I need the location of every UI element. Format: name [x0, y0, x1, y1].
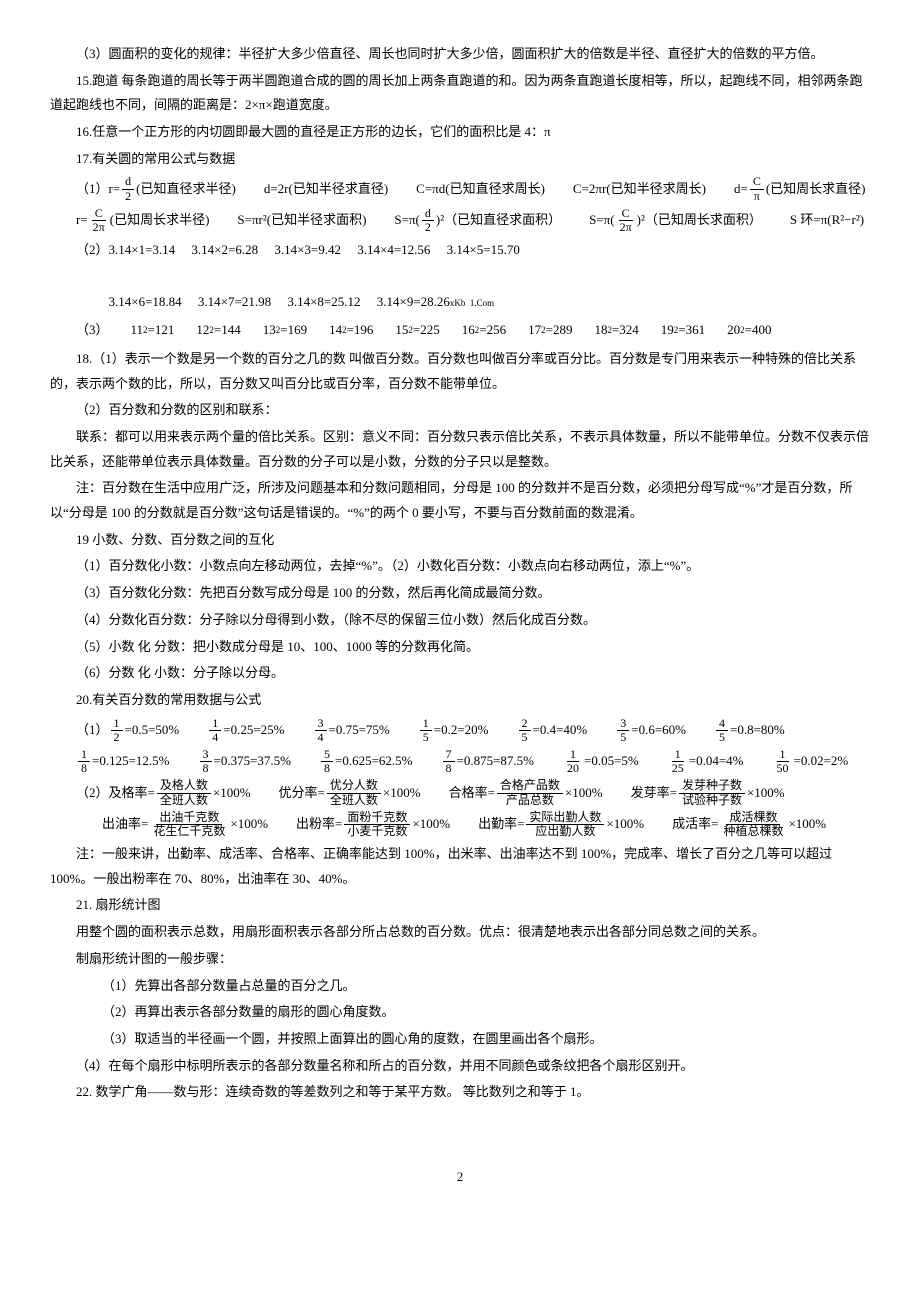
f17-1-dc: d= Cπ (已知周长求直径) [734, 175, 866, 202]
frac-item: 78=0.875=87.5% [441, 748, 535, 775]
formula-20-2b: 出油率=出油千克数花生仁千克数×100% 出粉率=面粉千克数小麦千克数×100% 出… [102, 811, 870, 838]
square-item: 182 =324 [594, 318, 638, 343]
frac-item: 35=0.6=60% [615, 717, 686, 744]
frac-item: 25=0.4=40% [517, 717, 588, 744]
f17-3-label: （3） [76, 318, 109, 343]
para-21: 21. 扇形统计图 [50, 893, 870, 918]
frac-item: 38=0.375=37.5% [198, 748, 292, 775]
para-21f: （4）在每个扇形中标明所表示的各部分数量名称和所占的百分数，并用不同颜色或条纹把… [50, 1054, 870, 1079]
frac-item: 出粉率=面粉千克数小麦千克数×100% [296, 811, 450, 838]
page-number: 2 [50, 1165, 870, 1190]
frac-item: 150=0.02=2% [772, 748, 849, 775]
para-20: 20.有关百分数的常用数据与公式 [50, 688, 870, 713]
para-22: 22. 数学广角——数与形：连续奇数的等差数列之和等于某平方数。 等比数列之和等… [50, 1080, 870, 1105]
para-17-head: 17.有关圆的常用公式与数据 [50, 147, 870, 172]
frac-item: （1）12=0.5=50% [76, 717, 179, 744]
formula-20-1a: （1）12=0.5=50% 14=0.25=25% 34=0.75=75% 15=0.… [76, 717, 870, 744]
frac-item: 125=0.04=4% [667, 748, 744, 775]
para-18a: 18.（1）表示一个数是另一个数的百分之几的数 叫做百分数。百分数也叫做百分率或… [50, 347, 870, 396]
square-item: 172 =289 [528, 318, 572, 343]
square-item: 192 =361 [661, 318, 705, 343]
formula-17-3: （3） 112 =121 122 =144 132 =169 142 =196 152 =… [76, 318, 870, 343]
f17-1b-ring: S 环=π(R²−r²) [790, 207, 864, 234]
square-item: 112 =121 [131, 318, 175, 343]
f17-1b-sc: S=π( C2π )²（已知周长求面积） [589, 207, 762, 234]
frac-item: 发芽率=发芽种子数试验种子数×100% [631, 779, 785, 806]
frac-item: 优分率=优分人数全班人数×100% [279, 779, 421, 806]
frac-item: 出勤率=实际出勤人数应出勤人数×100% [478, 811, 644, 838]
frac-item: 成活率=成活棵数种植总棵数×100% [672, 811, 826, 838]
para-21a: 用整个圆的面积表示总数，用扇形面积表示各部分所占总数的百分数。优点：很清楚地表示… [50, 920, 870, 945]
frac-item: 出油率=出油千克数花生仁千克数×100% [102, 811, 268, 838]
para-16: 16.任意一个正方形的内切圆即最大圆的直径是正方形的边长，它们的面积比是 4：π [50, 120, 870, 145]
square-item: 122 =144 [196, 318, 240, 343]
frac-item: 18=0.125=12.5% [76, 748, 170, 775]
square-item: 162 =256 [462, 318, 506, 343]
frac-item: 120=0.05=5% [562, 748, 639, 775]
f17-1-r: （1）r= d2 (已知直径求半径) [76, 175, 236, 202]
f17-1-cr: C=2πr(已知半径求周长) [573, 175, 706, 202]
para-18d: 注：百分数在生活中应用广泛，所涉及问题基本和分数问题相同，分母是 100 的分数… [50, 476, 870, 525]
f17-1b-sd: S=π( d2 )²（已知直径求面积） [394, 207, 561, 234]
f17-1b-rc: r= C2π (已知周长求半径) [76, 207, 209, 234]
frac-item: （2）及格率=及格人数全班人数×100% [76, 779, 251, 806]
formula-17-1: （1）r= d2 (已知直径求半径) d=2r(已知半径求直径) C=πd(已知… [76, 175, 870, 202]
para-21e: （3）取适当的半径画一个圆，并按照上面算出的圆心角的度数，在圆里画出各个扇形。 [102, 1027, 870, 1052]
square-item: 132 =169 [263, 318, 307, 343]
para-18c: 联系：都可以用来表示两个量的倍比关系。区别：意义不同：百分数只表示倍比关系，不表… [50, 425, 870, 474]
frac-item: 34=0.75=75% [313, 717, 390, 744]
square-item: 152 =225 [395, 318, 439, 343]
para-21b: 制扇形统计图的一般步骤： [50, 947, 870, 972]
frac-item: 15=0.2=20% [418, 717, 489, 744]
frac-item: 45=0.8=80% [714, 717, 785, 744]
square-item: 202 =400 [727, 318, 771, 343]
formula-17-1b: r= C2π (已知周长求半径) S=πr²(已知半径求面积) S=π( d2 … [76, 207, 870, 234]
formula-20-2a: （2）及格率=及格人数全班人数×100% 优分率=优分人数全班人数×100% 合格率… [76, 779, 870, 806]
para-19c: （4）分数化百分数：分子除以分母得到小数，（除不尽的保留三位小数）然后化成百分数… [50, 608, 870, 633]
para-20-note: 注：一般来讲，出勤率、成活率、合格率、正确率能达到 100%，出米率、出油率达不… [50, 842, 870, 891]
frac-item: 14=0.25=25% [207, 717, 284, 744]
f17-1-cd: C=πd(已知直径求周长) [416, 175, 545, 202]
formula-20-1b: 18=0.125=12.5% 38=0.375=37.5% 58=0.625=62.… [76, 748, 870, 775]
para-3: （3）圆面积的变化的规律：半径扩大多少倍直径、周长也同时扩大多少倍，圆面积扩大的… [50, 42, 870, 67]
f17-1b-sr: S=πr²(已知半径求面积) [237, 207, 366, 234]
para-18b: （2）百分数和分数的区别和联系： [50, 398, 870, 423]
frac-item: 合格率=合格产品数产品总数×100% [449, 779, 603, 806]
formula-17-2a: （2）3.14×1=3.14 3.14×2=6.28 3.14×3=9.42 3… [50, 238, 870, 263]
square-item: 142 =196 [329, 318, 373, 343]
para-19b: （3）百分数化分数：先把百分数写成分母是 100 的分数，然后再化简成最简分数。 [50, 581, 870, 606]
para-19: 19 小数、分数、百分数之间的互化 [50, 528, 870, 553]
para-19a: （1）百分数化小数：小数点向左移动两位，去掉“%”。（2）小数化百分数：小数点向… [50, 554, 870, 579]
para-19e: （6）分数 化 小数：分子除以分母。 [50, 661, 870, 686]
para-19d: （5）小数 化 分数：把小数成分母是 10、100、1000 等的分数再化简。 [50, 635, 870, 660]
frac-item: 58=0.625=62.5% [319, 748, 413, 775]
formula-17-2b: 3.14×6=18.84 3.14×7=21.98 3.14×8=25.12 3… [102, 265, 870, 314]
para-15: 15.跑道 每条跑道的周长等于两半圆跑道合成的圆的周长加上两条直跑道的和。因为两… [50, 69, 870, 118]
source-note: xKb 1.Com [450, 298, 494, 308]
para-21d: （2）再算出表示各部分数量的扇形的圆心角度数。 [102, 1000, 870, 1025]
f17-1-d: d=2r(已知半径求直径) [264, 175, 388, 202]
para-21c: （1）先算出各部分数量占总量的百分之几。 [102, 974, 870, 999]
